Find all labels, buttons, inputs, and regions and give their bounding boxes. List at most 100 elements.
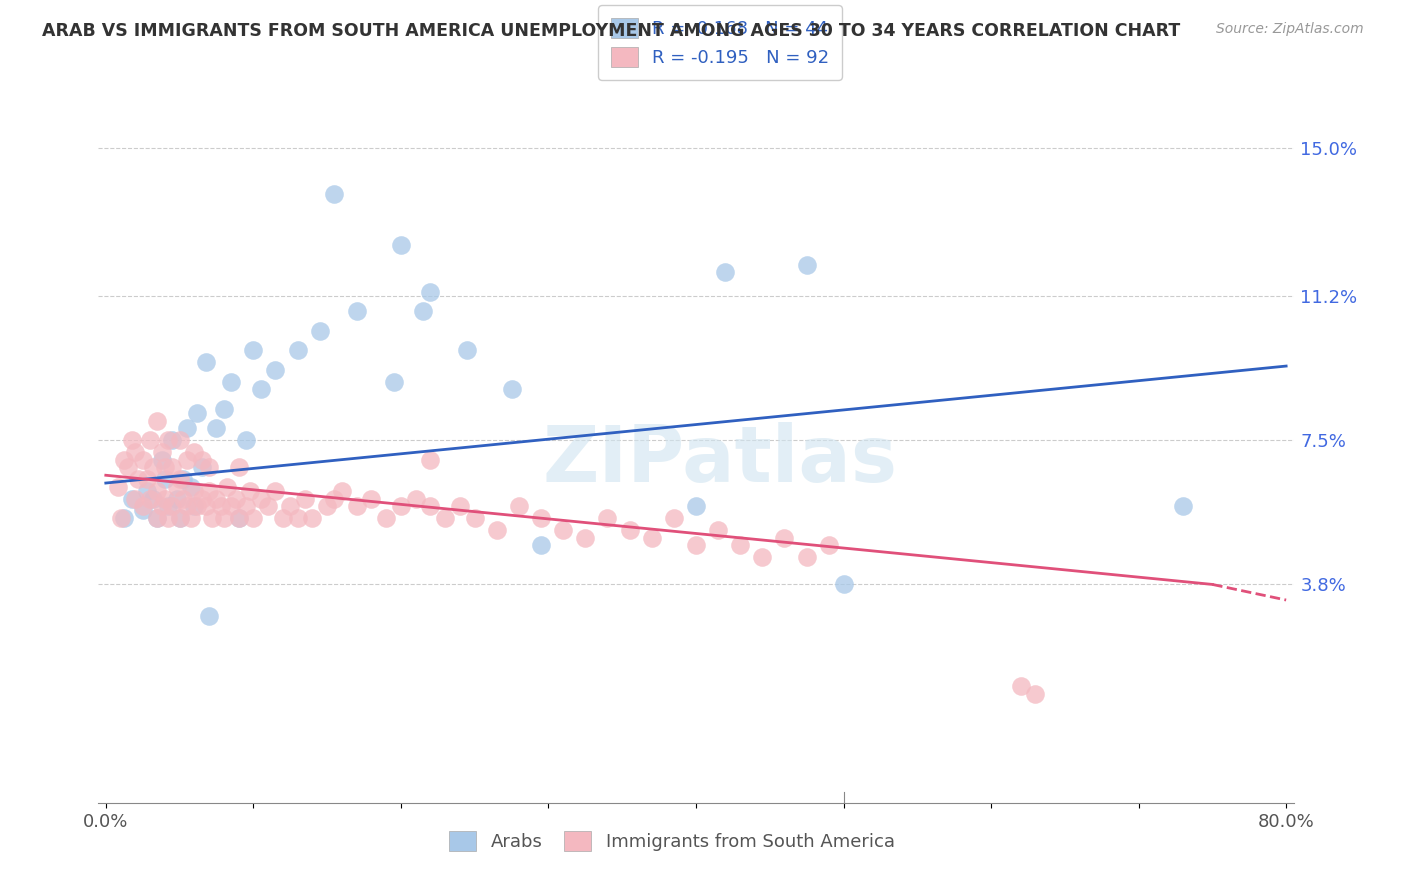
Point — [308, 324, 330, 338]
Point — [235, 433, 257, 447]
Point — [180, 480, 202, 494]
Point — [146, 511, 169, 525]
Point — [112, 452, 135, 467]
Point — [346, 304, 368, 318]
Point — [136, 472, 159, 486]
Point — [219, 375, 242, 389]
Point — [235, 500, 257, 514]
Point — [530, 538, 553, 552]
Point — [112, 511, 135, 525]
Point — [553, 523, 575, 537]
Point — [405, 491, 427, 506]
Point — [183, 445, 205, 459]
Point — [166, 480, 188, 494]
Point — [389, 238, 412, 252]
Point — [412, 304, 434, 318]
Point — [419, 500, 441, 514]
Point — [205, 421, 228, 435]
Point — [330, 483, 353, 498]
Point — [242, 343, 264, 358]
Point — [287, 511, 309, 525]
Point — [449, 500, 471, 514]
Point — [150, 445, 173, 459]
Point — [382, 375, 405, 389]
Text: ZIPatlas: ZIPatlas — [543, 422, 897, 499]
Point — [228, 460, 250, 475]
Point — [249, 383, 271, 397]
Point — [239, 483, 262, 498]
Point — [110, 511, 132, 525]
Point — [142, 491, 165, 506]
Point — [131, 452, 153, 467]
Point — [117, 460, 139, 475]
Point — [166, 491, 188, 506]
Point — [160, 433, 183, 447]
Point — [201, 511, 224, 525]
Point — [346, 500, 368, 514]
Point — [1171, 500, 1194, 514]
Point — [389, 500, 412, 514]
Point — [264, 483, 287, 498]
Point — [316, 500, 339, 514]
Point — [146, 414, 169, 428]
Point — [264, 363, 287, 377]
Point — [205, 491, 228, 506]
Point — [360, 491, 382, 506]
Point — [156, 511, 179, 525]
Point — [131, 503, 153, 517]
Point — [150, 500, 173, 514]
Point — [190, 452, 212, 467]
Point — [142, 460, 165, 475]
Point — [176, 452, 198, 467]
Point — [212, 511, 235, 525]
Point — [796, 258, 818, 272]
Point — [186, 406, 208, 420]
Point — [127, 472, 149, 486]
Point — [257, 500, 280, 514]
Point — [323, 187, 346, 202]
Point — [501, 383, 523, 397]
Point — [323, 491, 346, 506]
Text: Source: ZipAtlas.com: Source: ZipAtlas.com — [1216, 22, 1364, 37]
Point — [228, 511, 250, 525]
Point — [139, 433, 162, 447]
Point — [198, 608, 221, 623]
Point — [136, 483, 159, 498]
Point — [1024, 687, 1046, 701]
Point — [1010, 679, 1032, 693]
Point — [419, 452, 441, 467]
Point — [121, 491, 143, 506]
Point — [773, 531, 796, 545]
Point — [832, 577, 855, 591]
Point — [419, 285, 441, 299]
Point — [169, 472, 191, 486]
Point — [751, 550, 773, 565]
Point — [190, 460, 212, 475]
Point — [209, 500, 232, 514]
Point — [294, 491, 316, 506]
Point — [278, 500, 301, 514]
Point — [456, 343, 478, 358]
Point — [685, 500, 707, 514]
Point — [169, 511, 191, 525]
Point — [242, 511, 264, 525]
Point — [146, 511, 169, 525]
Point — [195, 355, 218, 369]
Point — [287, 343, 309, 358]
Point — [180, 511, 202, 525]
Point — [139, 491, 162, 506]
Point — [176, 421, 198, 435]
Point — [225, 491, 247, 506]
Point — [186, 500, 208, 514]
Point — [301, 511, 323, 525]
Point — [596, 511, 619, 525]
Point — [176, 500, 198, 514]
Point — [219, 500, 242, 514]
Point — [190, 491, 212, 506]
Point — [107, 480, 129, 494]
Point — [124, 445, 146, 459]
Point — [156, 500, 179, 514]
Point — [714, 265, 737, 279]
Point — [574, 531, 596, 545]
Point — [249, 491, 271, 506]
